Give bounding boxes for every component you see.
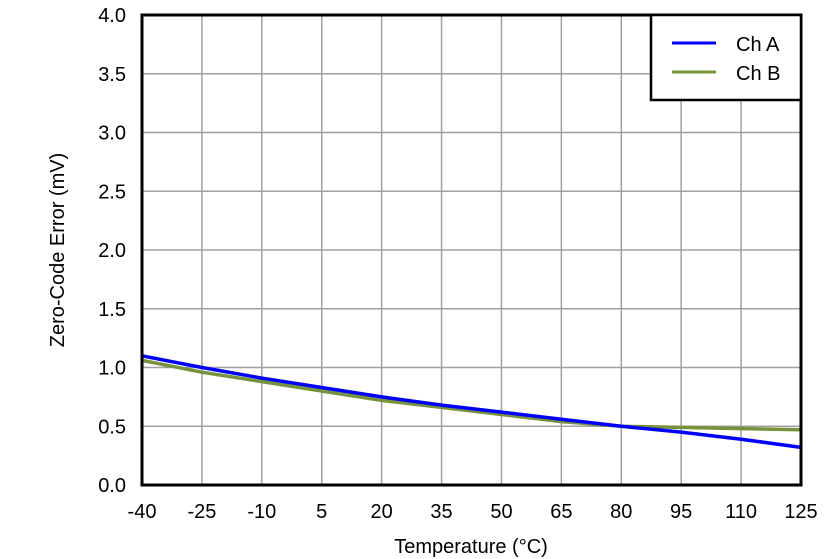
x-tick-label: 5 xyxy=(316,501,327,523)
y-tick-label: 1.0 xyxy=(98,358,126,380)
x-tick-label: 125 xyxy=(784,501,817,523)
x-tick-label: 20 xyxy=(371,501,393,523)
series-line-ch-a xyxy=(141,354,802,450)
y-tick-label: 2.5 xyxy=(98,181,126,203)
y-tick-label: 3.5 xyxy=(98,64,126,86)
series-line-ch-b xyxy=(141,358,802,432)
x-tick-label: -40 xyxy=(128,501,157,523)
x-axis-ticks: -40 -25 -10 5 20 35 50 65 80 95 110 125 xyxy=(128,501,818,523)
x-tick-label: 110 xyxy=(725,501,757,523)
y-tick-label: 4.0 xyxy=(98,5,126,27)
x-axis-label: Temperature (°C) xyxy=(394,536,548,558)
y-tick-label: 1.5 xyxy=(98,299,126,321)
x-tick-label: -10 xyxy=(247,501,276,523)
x-tick-label: -25 xyxy=(187,501,216,523)
legend-ch-a-label: Ch A xyxy=(736,34,780,56)
legend: Ch A Ch B xyxy=(649,13,803,102)
y-tick-label: 2.0 xyxy=(98,240,126,262)
x-tick-label: 50 xyxy=(490,501,512,523)
y-axis-label: Zero-Code Error (mV) xyxy=(47,153,69,347)
y-tick-label: 3.0 xyxy=(98,123,126,145)
y-tick-label: 0.5 xyxy=(98,416,126,438)
x-tick-label: 80 xyxy=(610,501,632,523)
x-tick-label: 65 xyxy=(550,501,572,523)
y-axis-ticks: 0.0 0.5 1.0 1.5 2.0 2.5 3.0 3.5 4.0 xyxy=(98,5,126,497)
x-tick-label: 95 xyxy=(670,501,692,523)
y-tick-label: 0.0 xyxy=(98,475,126,497)
plot-frame xyxy=(140,13,803,487)
x-tick-label: 35 xyxy=(430,501,452,523)
data-series xyxy=(141,354,802,450)
legend-ch-b-label: Ch B xyxy=(736,63,780,85)
